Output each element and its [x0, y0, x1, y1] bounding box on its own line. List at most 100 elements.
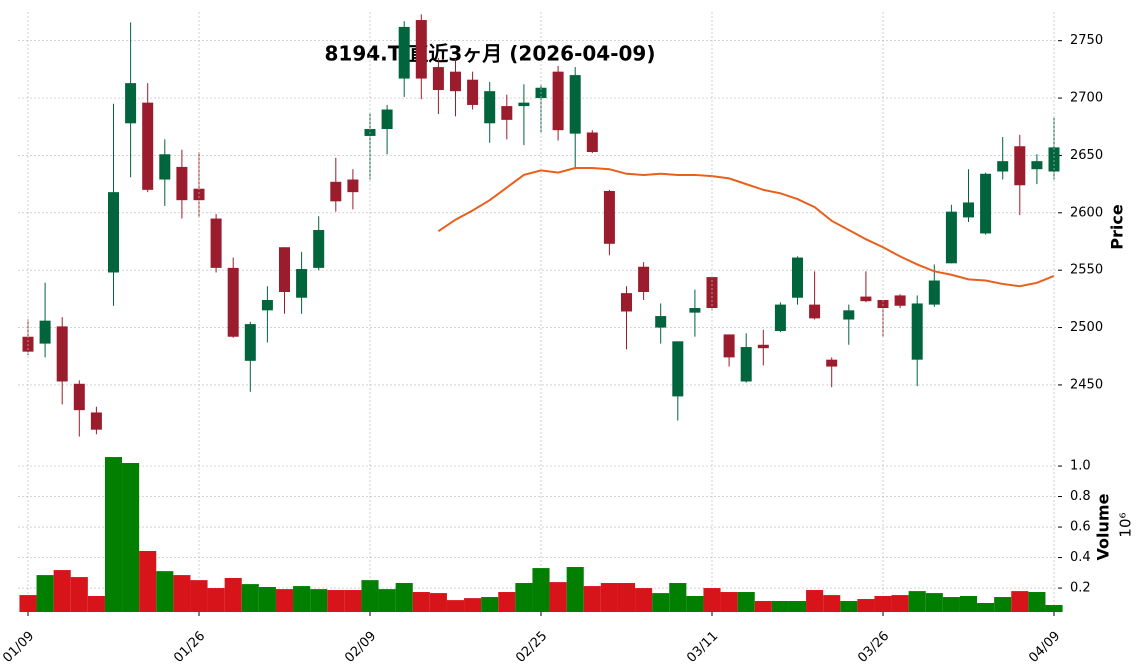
candle-body [792, 257, 803, 298]
candle-body [980, 173, 992, 234]
volume-bar [481, 597, 499, 612]
volume-bar [959, 595, 978, 612]
candle-body [552, 71, 564, 131]
y-tick-label: 2700 [1070, 91, 1103, 106]
moving-average-line [437, 167, 1055, 288]
candle-body [672, 341, 684, 397]
candle-body [39, 320, 51, 344]
volume-bar [1028, 592, 1046, 612]
candle-body [757, 344, 769, 349]
candle-body [586, 132, 598, 152]
y-tick-label: 2600 [1070, 205, 1103, 220]
y-tick-label: 0.4 [1070, 550, 1091, 565]
candle-body [432, 67, 444, 91]
candle-body [90, 412, 102, 430]
volume-bar [977, 603, 995, 612]
volume-bar [1045, 604, 1063, 612]
volume-bar [122, 462, 140, 612]
candle-body [774, 304, 786, 331]
candle-body [347, 179, 359, 193]
volume-bar [241, 584, 259, 612]
candle-body [603, 191, 615, 244]
candle-body [1031, 161, 1043, 170]
candle-body [415, 20, 427, 79]
candle-body [56, 326, 68, 382]
volume-bar [823, 595, 841, 612]
volume-bar [515, 583, 533, 612]
volume-bar [788, 601, 807, 612]
candle-body [843, 310, 855, 320]
candle-body [740, 347, 752, 382]
volume-bar [942, 597, 960, 612]
x-tick-label: 02/09 [342, 629, 379, 666]
volume-bar [429, 593, 447, 612]
volume-bar [994, 597, 1012, 612]
y-tick-label: 1.0 [1070, 459, 1091, 474]
candle-body [501, 106, 513, 120]
volume-bar [190, 580, 208, 612]
candle-body [860, 296, 872, 302]
y-tick-label: 2750 [1070, 33, 1103, 48]
volume-bar [703, 588, 721, 612]
candle-body [467, 79, 479, 105]
volume-bar [224, 577, 242, 612]
candle-body [313, 230, 325, 268]
volume-bar [720, 592, 738, 612]
y-tick-label: 0.2 [1070, 581, 1091, 596]
candle-body [381, 109, 393, 130]
volume-bar [412, 592, 430, 612]
y-tick-label: 2500 [1070, 320, 1103, 335]
candle-body [963, 202, 974, 218]
volume-bar [737, 592, 755, 612]
volume-bar [70, 577, 88, 612]
volume-bar [446, 600, 465, 612]
candle-body [689, 308, 701, 313]
volume-bar [635, 588, 653, 612]
candle-body [261, 300, 273, 311]
volume-bar [275, 589, 294, 612]
volume-bar [498, 592, 516, 612]
y-tick-label: 2650 [1070, 148, 1103, 163]
volume-bar [327, 590, 345, 612]
y-tick-label: 2450 [1070, 377, 1103, 392]
candle-body [73, 383, 85, 411]
candle-body [279, 247, 290, 292]
volume-bar [344, 590, 362, 612]
x-tick-label: 04/09 [1026, 629, 1063, 666]
volume-bar [19, 595, 37, 612]
candle-body [296, 269, 308, 298]
volume-bar [464, 598, 482, 612]
candle-body [911, 303, 923, 360]
volume-bar [87, 595, 105, 612]
volume-bar [258, 586, 276, 612]
candle-body [809, 304, 821, 319]
volume-bar [754, 601, 772, 612]
candle-body [655, 316, 667, 328]
y-axis-label: Volume [1094, 493, 1113, 560]
volume-bar [840, 601, 858, 612]
candle-body [894, 295, 906, 306]
chart-title: 8194.T 直近3ヶ月 (2026-04-09) [325, 42, 656, 66]
candle-body [227, 267, 239, 337]
candle-body [193, 188, 205, 201]
candle-body [945, 211, 957, 264]
volume-bar [617, 583, 636, 612]
volume-bar [549, 582, 567, 612]
candle-body [484, 91, 496, 124]
candle-body [928, 280, 940, 305]
volume-bar [395, 583, 413, 612]
volume-bar [378, 589, 396, 612]
volume-bar [104, 457, 123, 612]
candle-body [398, 26, 410, 79]
x-tick-label: 01/26 [171, 629, 208, 666]
volume-bar [891, 595, 909, 612]
x-tick-label: 01/09 [0, 629, 37, 666]
candle-body [210, 218, 222, 268]
volume-bar [806, 590, 824, 612]
volume-bar [669, 583, 687, 612]
x-tick-label: 03/11 [684, 629, 721, 666]
x-tick-label: 03/26 [855, 629, 892, 666]
candle-body [142, 102, 154, 190]
volume-bar [361, 580, 379, 612]
